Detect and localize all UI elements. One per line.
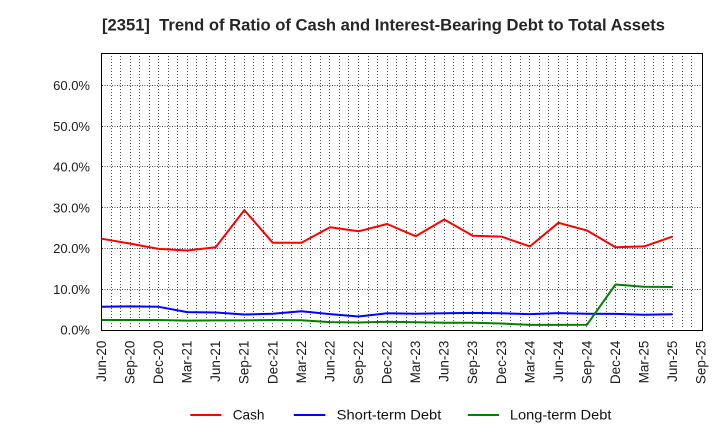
svg-text:Short-term Debt: Short-term Debt xyxy=(337,408,442,423)
svg-text:[2351] Trend of Ratio of Cash: [2351] Trend of Ratio of Cash and Intere… xyxy=(102,16,665,34)
svg-text:Jun-25: Jun-25 xyxy=(665,341,680,382)
svg-text:30.0%: 30.0% xyxy=(53,200,90,215)
svg-text:Mar-21: Mar-21 xyxy=(180,341,195,384)
svg-text:Sep-24: Sep-24 xyxy=(579,340,594,384)
svg-text:Jun-23: Jun-23 xyxy=(437,341,452,382)
svg-text:50.0%: 50.0% xyxy=(53,119,90,134)
svg-text:Dec-23: Dec-23 xyxy=(494,341,509,385)
svg-text:Dec-24: Dec-24 xyxy=(608,340,623,384)
svg-text:Jun-22: Jun-22 xyxy=(322,341,337,382)
svg-text:Jun-21: Jun-21 xyxy=(208,341,223,382)
svg-text:Cash: Cash xyxy=(233,408,265,423)
svg-text:40.0%: 40.0% xyxy=(53,160,90,175)
svg-text:Dec-20: Dec-20 xyxy=(151,341,166,385)
svg-text:Dec-22: Dec-22 xyxy=(380,341,395,385)
svg-text:Sep-20: Sep-20 xyxy=(123,341,138,385)
svg-text:0.0%: 0.0% xyxy=(60,323,90,338)
svg-text:Sep-21: Sep-21 xyxy=(237,341,252,385)
svg-text:Long-term Debt: Long-term Debt xyxy=(510,408,612,423)
svg-text:Sep-22: Sep-22 xyxy=(351,341,366,385)
svg-text:Mar-25: Mar-25 xyxy=(637,341,652,384)
svg-text:Sep-25: Sep-25 xyxy=(694,341,709,385)
svg-text:20.0%: 20.0% xyxy=(53,241,90,256)
svg-text:Jun-24: Jun-24 xyxy=(551,340,566,382)
svg-text:Jun-20: Jun-20 xyxy=(94,341,109,382)
svg-text:Mar-23: Mar-23 xyxy=(408,341,423,384)
svg-text:Mar-22: Mar-22 xyxy=(294,341,309,384)
svg-text:Sep-23: Sep-23 xyxy=(465,341,480,385)
svg-text:Dec-21: Dec-21 xyxy=(265,341,280,385)
svg-text:Mar-24: Mar-24 xyxy=(522,340,537,383)
svg-text:60.0%: 60.0% xyxy=(53,78,90,93)
svg-text:10.0%: 10.0% xyxy=(53,282,90,297)
